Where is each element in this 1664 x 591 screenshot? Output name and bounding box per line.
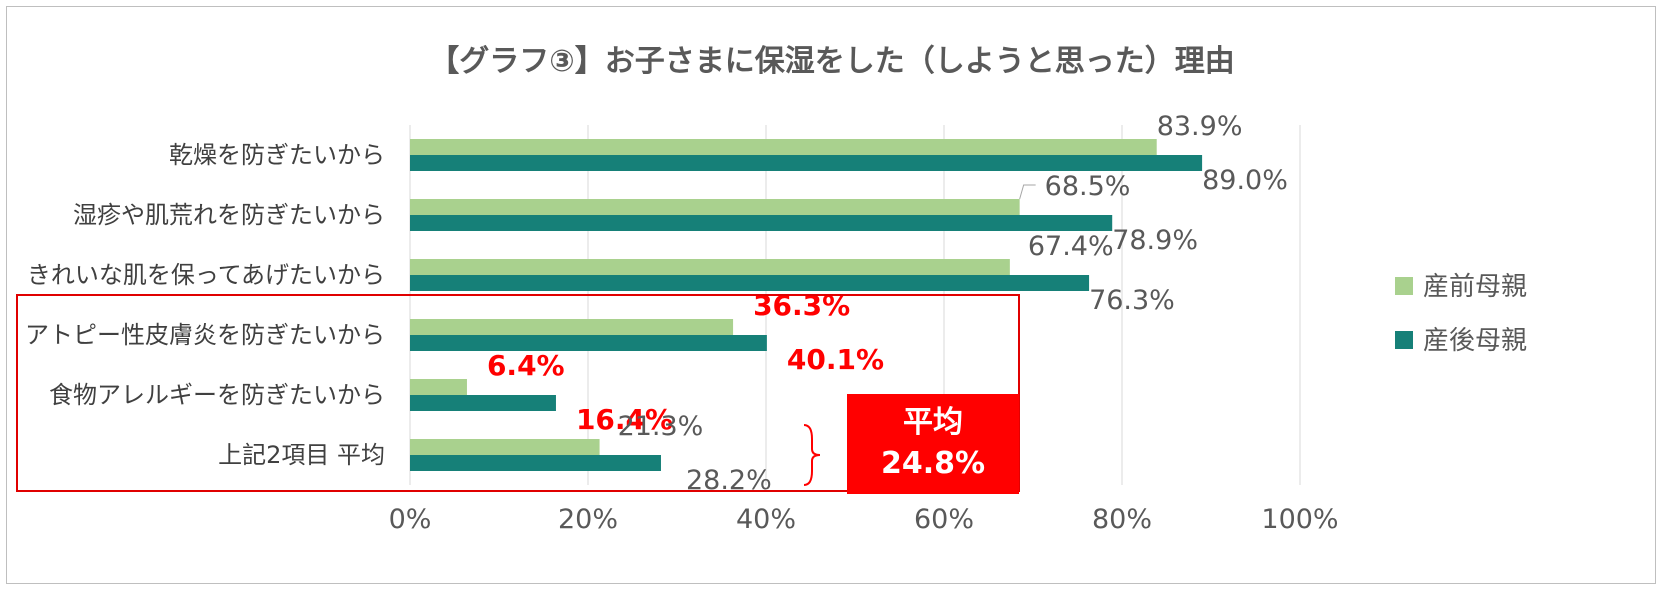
value-label-prenatal: 6.4% [487,349,565,382]
x-tick-label: 100% [1261,504,1338,535]
bar-postnatal [410,395,556,411]
legend-label: 産前母親 [1423,272,1527,302]
highlight-overlay: 平均 24.8% [16,294,1020,494]
bar-postnatal [410,155,1203,171]
category-label: 湿疹や肌荒れを防ぎたいから [73,201,385,229]
bar-postnatal [410,215,1113,231]
category-label: 食物アレルギーを防ぎたいから [49,381,385,409]
gridlines [409,125,1301,485]
legend-swatch [1395,331,1413,349]
bracket [803,424,821,486]
legend-label: 産後母親 [1423,326,1527,356]
highlight-box [16,294,1020,492]
category-label: きれいな肌を保ってあげたいから [27,261,385,289]
callout-label: 平均 [903,405,963,440]
x-tick-label: 60% [914,504,974,535]
leader-line [1019,184,1036,200]
bar-prenatal [410,199,1020,215]
value-labels: 83.9% 89.0% 68.5% 78.9%67.4% 76.3% 36.3% 40.1%… [487,111,1288,496]
chart-title: 【グラフ③】お子さまに保湿をした（しようと思った）理由 [429,44,1234,79]
value-label-prenatal: 36.3% [753,289,850,322]
bar-prenatal [410,259,1010,275]
x-tick-label: 40% [736,504,796,535]
bars [410,139,1203,471]
value-label-postnatal: 16.4% [576,403,673,436]
value-label-postnatal: 78.9% [1112,225,1198,256]
x-tick-label: 20% [558,504,618,535]
category-label: 乾燥を防ぎたいから [169,141,385,169]
value-label-postnatal: 40.1% [787,343,884,376]
value-label-prenatal: 83.9% [1157,111,1243,142]
legend-swatch [1395,277,1413,295]
x-tick-label: 0% [389,504,432,535]
value-label-postnatal: 76.3% [1089,285,1175,316]
average-callout [847,394,1019,494]
category-label: 上記2項目 平均 [218,441,385,469]
x-tick-label: 80% [1092,504,1152,535]
value-label-postnatal: 89.0% [1202,165,1288,196]
bar-chart: 【グラフ③】お子さまに保湿をした（しようと思った）理由 83.9% 89.0% 68… [16,44,1527,535]
bar-prenatal [410,439,600,455]
value-label-prenatal: 67.4% [1028,231,1114,262]
bar-prenatal [410,379,467,395]
bar-prenatal [410,139,1157,155]
bar-postnatal [410,275,1090,291]
bar-postnatal [410,455,661,471]
callout-value: 24.8% [881,446,985,481]
value-label-prenatal: 21.3% [618,411,704,442]
category-labels: 乾燥を防ぎたいから湿疹や肌荒れを防ぎたいからきれいな肌を保ってあげたいからアトピ… [25,141,385,469]
bar-prenatal [410,319,734,335]
bar-postnatal [410,335,767,351]
chart-frame: 【グラフ③】お子さまに保湿をした（しようと思った）理由 83.9% 89.0% 68… [6,6,1656,584]
x-axis-tick-labels: 0% 20% 40% 60% 80% 100% [389,504,1339,535]
category-label: アトピー性皮膚炎を防ぎたいから [25,321,385,349]
value-label-prenatal: 68.5% [1045,171,1131,202]
